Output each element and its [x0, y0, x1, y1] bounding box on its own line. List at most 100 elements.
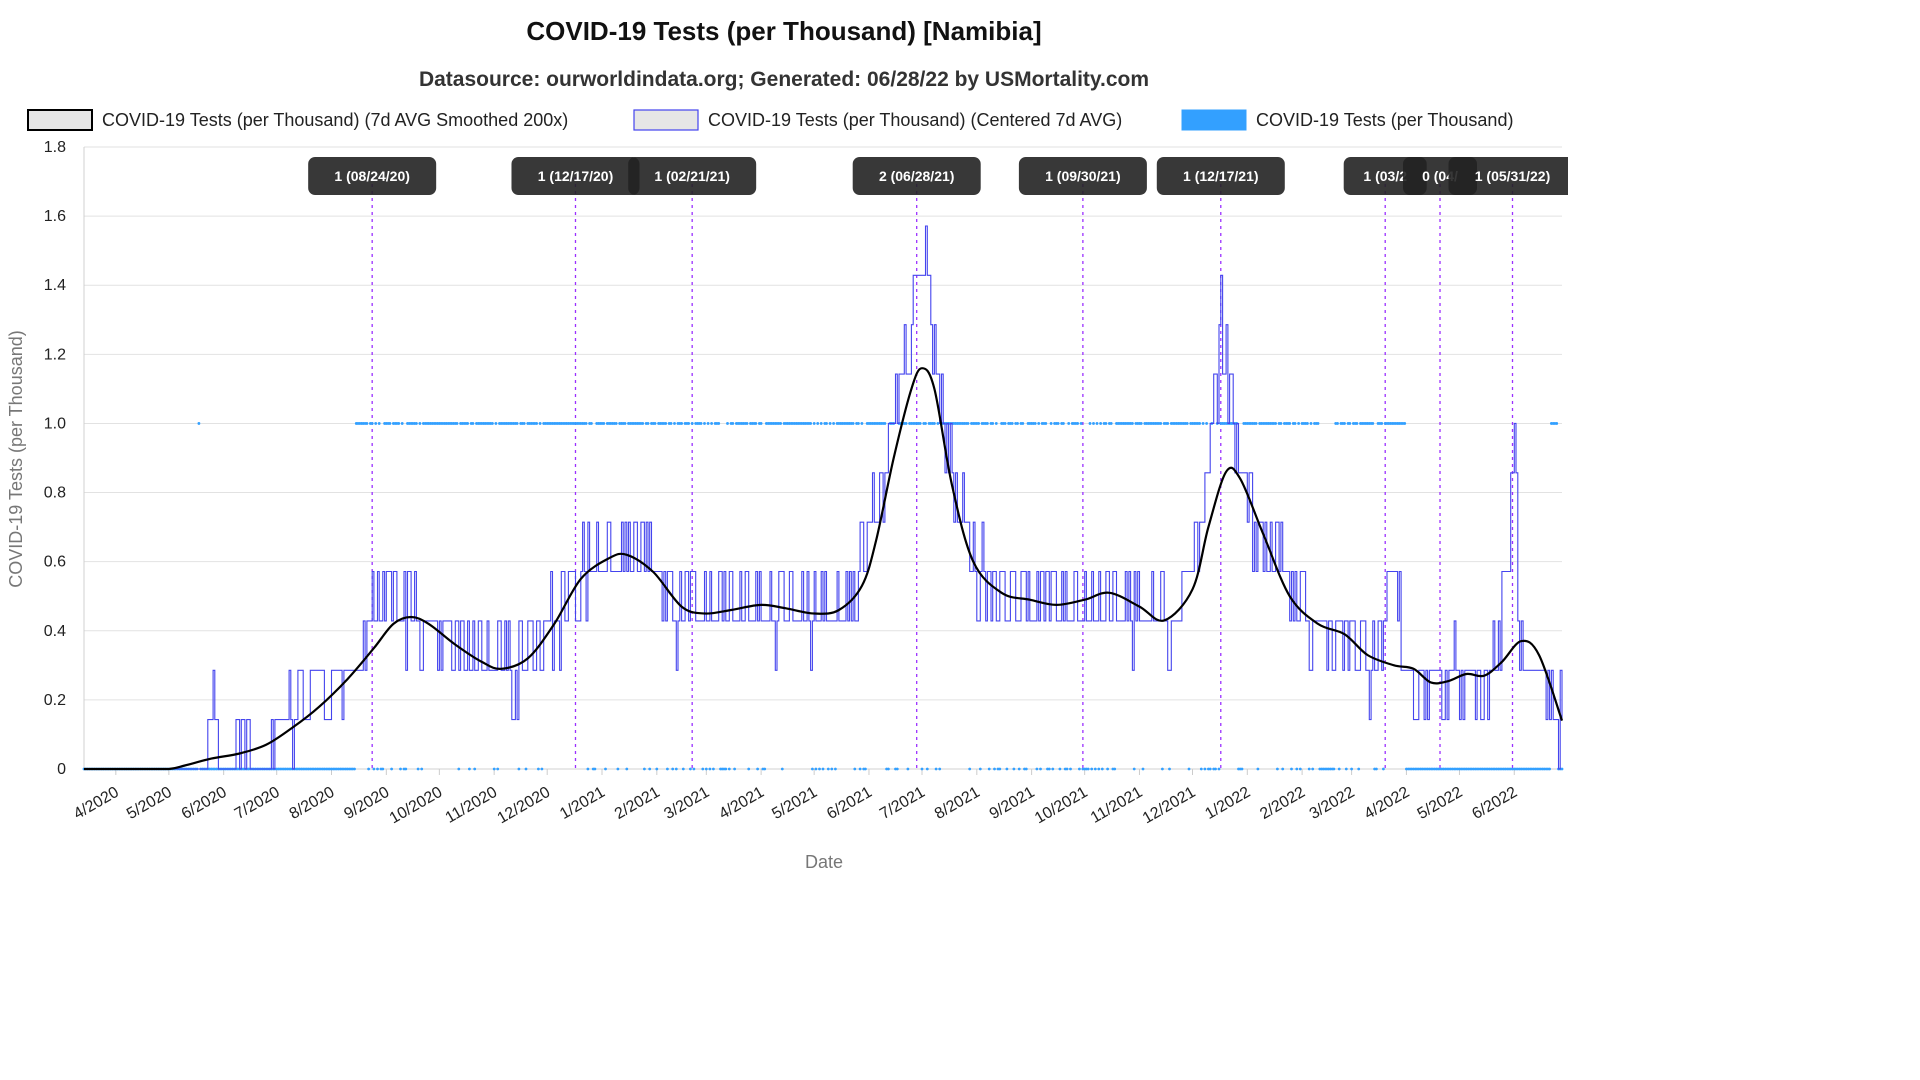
- chart-svg: COVID-19 Tests (per Thousand) [Namibia] …: [6, 16, 1577, 872]
- data-point: [710, 422, 713, 425]
- data-point: [1203, 767, 1207, 771]
- data-point: [1097, 767, 1101, 771]
- annotation-label: 1 (02/21/21): [654, 168, 730, 184]
- data-point: [818, 767, 821, 771]
- data-point: [1214, 767, 1217, 771]
- x-tick-label: 5/2021: [769, 784, 820, 823]
- data-point: [374, 422, 378, 425]
- data-point: [1012, 767, 1016, 771]
- data-point: [934, 767, 938, 771]
- legend-item: COVID-19 Tests (per Thousand) (7d AVG Sm…: [27, 109, 568, 131]
- data-point: [731, 422, 735, 425]
- data-point: [918, 422, 922, 425]
- data-point: [1168, 767, 1171, 771]
- series-line-smoothed: [83, 367, 1564, 771]
- data-point: [780, 767, 784, 771]
- data-point: [1033, 422, 1037, 425]
- data-point: [517, 767, 521, 771]
- data-point: [377, 422, 381, 425]
- y-tick-label: 1.0: [44, 415, 66, 432]
- y-tick-label: 1.8: [44, 139, 66, 156]
- data-point: [593, 767, 597, 771]
- data-point: [763, 767, 767, 771]
- data-point: [920, 767, 924, 771]
- data-point: [1307, 767, 1311, 771]
- data-point: [372, 767, 376, 771]
- data-point: [853, 767, 857, 771]
- series-lines: [83, 225, 1564, 771]
- data-point: [851, 422, 855, 425]
- data-point: [1099, 422, 1102, 425]
- data-point: [471, 422, 475, 425]
- data-point: [590, 422, 593, 425]
- data-point: [832, 422, 835, 425]
- x-tick-label: 7/2020: [232, 784, 283, 823]
- data-point: [197, 422, 201, 425]
- data-point: [535, 422, 538, 425]
- chart-subtitle: Datasource: ourworldindata.org; Generate…: [419, 68, 1149, 91]
- chart-container: COVID-19 Tests (per Thousand) [Namibia] …: [6, 16, 1577, 872]
- x-tick-label: 2/2022: [1257, 784, 1308, 823]
- data-point: [1044, 422, 1048, 425]
- data-point: [1288, 422, 1292, 425]
- annotation-label: 2 (06/28/21): [879, 168, 955, 184]
- data-point: [1199, 767, 1203, 771]
- annotation-box-bg: [511, 157, 640, 195]
- legend-swatch: [27, 109, 93, 131]
- data-point: [455, 422, 459, 425]
- data-point: [653, 422, 657, 425]
- data-point: [1337, 767, 1341, 771]
- data-point: [701, 767, 705, 771]
- data-point: [828, 422, 832, 425]
- data-point: [991, 422, 995, 425]
- grid: [83, 146, 1562, 770]
- data-point: [418, 422, 422, 425]
- data-point: [540, 767, 544, 771]
- data-point: [496, 767, 500, 771]
- data-point: [858, 767, 862, 771]
- x-tick-label: 6/2020: [179, 784, 230, 823]
- data-point: [643, 767, 646, 771]
- data-point: [614, 422, 618, 425]
- data-point: [1056, 422, 1060, 425]
- data-point: [994, 422, 998, 425]
- data-point: [457, 767, 461, 771]
- data-point: [1348, 422, 1352, 425]
- data-point: [1132, 767, 1136, 771]
- data-point: [492, 767, 496, 771]
- data-point: [602, 422, 606, 425]
- data-point: [998, 767, 1002, 771]
- data-point: [747, 767, 751, 771]
- data-point: [466, 422, 469, 425]
- data-point: [825, 422, 828, 425]
- y-tick-label: 0.2: [44, 692, 66, 709]
- annotation-box: 1 (05/31/22): [1448, 157, 1577, 195]
- data-point: [625, 767, 629, 771]
- legend-label: COVID-19 Tests (per Thousand) (Centered …: [708, 110, 1122, 130]
- data-point: [1090, 767, 1094, 771]
- data-point: [1049, 422, 1053, 425]
- data-point: [1332, 767, 1336, 771]
- x-axis: 4/2020 5/2020 6/2020 7/2020 8/2020 9/202010/2…: [71, 769, 1520, 827]
- y-tick-label: 0.8: [44, 485, 66, 502]
- x-tick-label: 1/2022: [1202, 784, 1253, 823]
- annotation-label: 1 (03/2: [1363, 168, 1407, 184]
- data-point: [415, 422, 418, 425]
- data-point: [1344, 767, 1348, 771]
- data-point: [1548, 767, 1551, 771]
- data-point: [1316, 422, 1320, 425]
- data-point: [1555, 422, 1559, 425]
- data-point: [1343, 422, 1346, 425]
- y-tick-label: 0.4: [44, 623, 66, 640]
- data-point: [1005, 767, 1009, 771]
- data-point: [834, 767, 837, 771]
- annotation-box-bg: [1448, 157, 1577, 195]
- data-point: [416, 767, 420, 771]
- data-point: [860, 422, 864, 425]
- annotation-lines: [371, 177, 1514, 769]
- data-point: [381, 767, 385, 771]
- x-tick-label: 5/2020: [124, 784, 175, 823]
- data-point: [681, 767, 685, 771]
- data-point: [883, 422, 887, 425]
- data-point: [938, 767, 942, 771]
